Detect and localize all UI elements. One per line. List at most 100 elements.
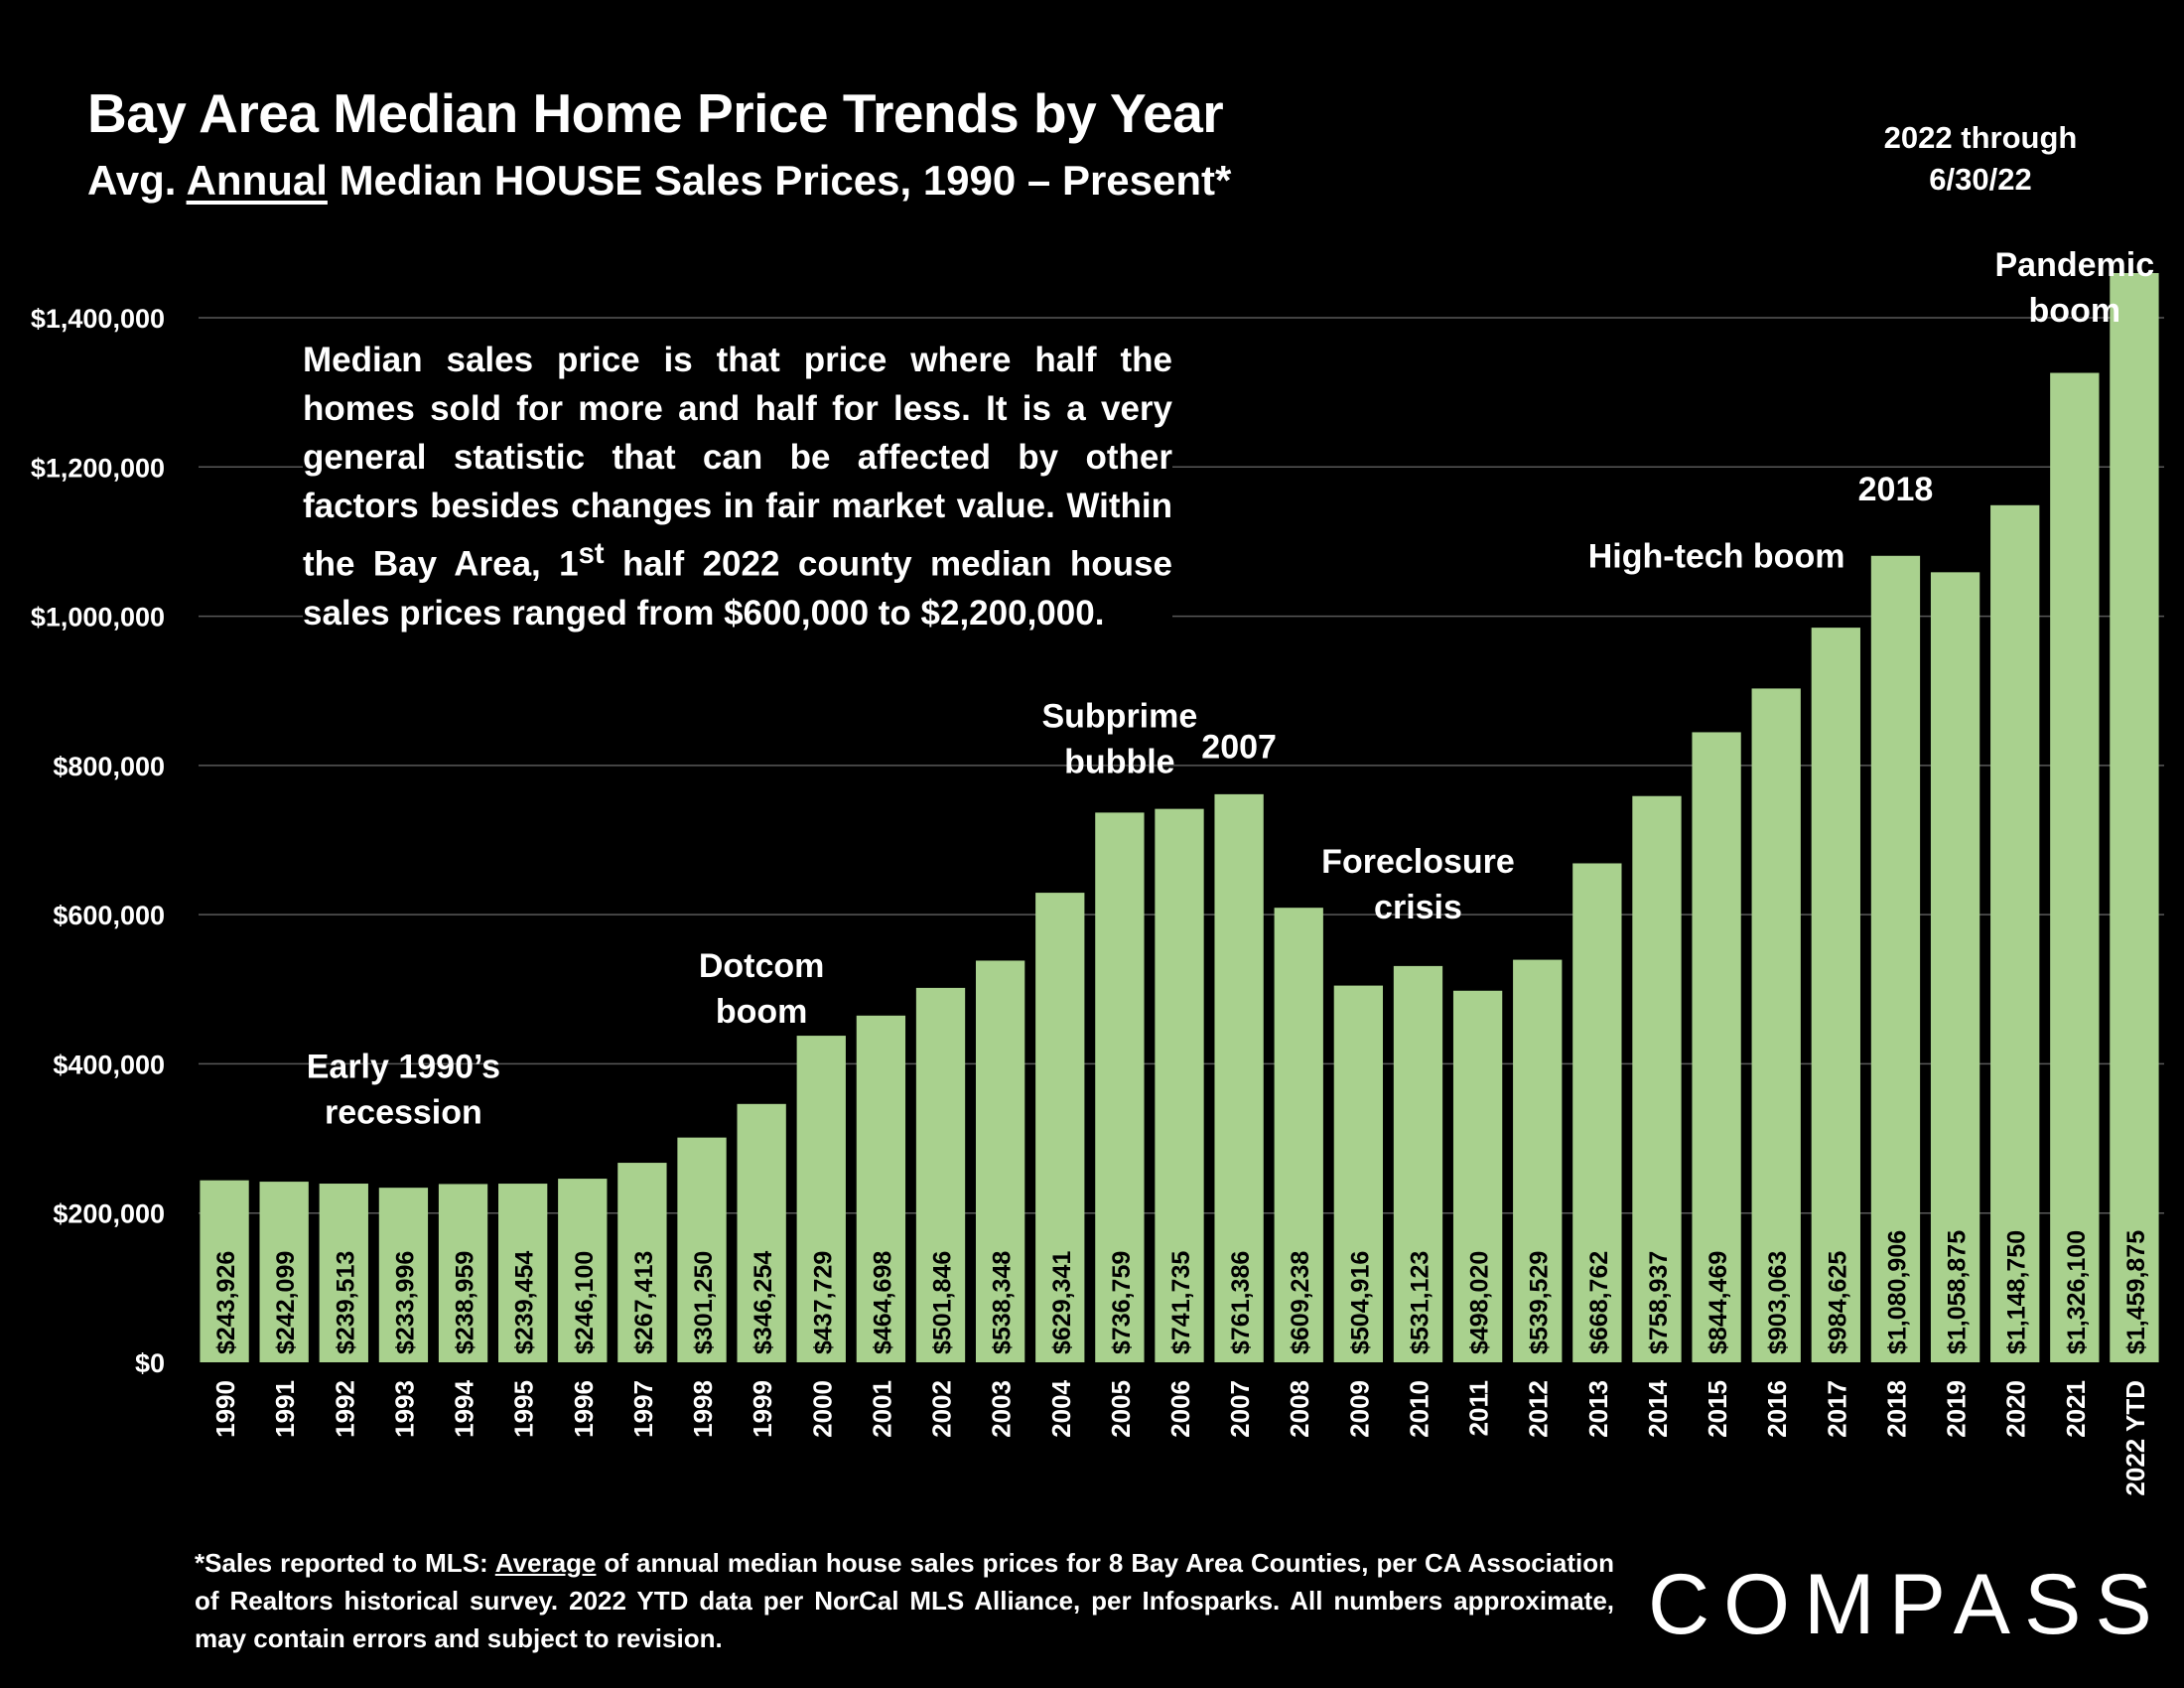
bar — [1632, 795, 1682, 1362]
bar — [2050, 372, 2100, 1362]
y-tick-label: $1,200,000 — [31, 453, 165, 483]
bar-value-label: $464,698 — [869, 1251, 896, 1354]
source-footnote: *Sales reported to MLS: Average of annua… — [195, 1544, 1614, 1657]
annotation-label: 2007 — [1201, 728, 1277, 766]
y-tick-label: $200,000 — [53, 1199, 165, 1229]
median-definition-callout: Median sales price is that price where h… — [303, 332, 1172, 641]
x-tick-label: 2018 — [1881, 1380, 1911, 1438]
bar — [259, 1182, 309, 1362]
x-tick-label: 1999 — [748, 1380, 777, 1438]
bar-value-label: $437,729 — [809, 1251, 837, 1354]
annotation-label: Dotcom — [699, 947, 825, 985]
x-tick-label: 2007 — [1225, 1380, 1255, 1438]
bar — [1274, 908, 1323, 1362]
bar — [796, 1036, 846, 1362]
x-tick-label: 2013 — [1583, 1380, 1613, 1438]
bar-value-label: $239,513 — [332, 1251, 359, 1354]
x-tick-label: 2022 YTD — [2120, 1380, 2150, 1496]
bar-value-label: $243,926 — [212, 1251, 240, 1354]
bar-value-label: $903,063 — [1764, 1251, 1792, 1354]
annotation-label: Foreclosure — [1321, 843, 1515, 881]
bar — [1393, 965, 1443, 1362]
bar — [558, 1179, 608, 1362]
x-tick-label: 2015 — [1703, 1380, 1732, 1438]
y-tick-label: $1,400,000 — [31, 304, 165, 334]
bar — [1990, 504, 2040, 1363]
x-tick-label: 1990 — [210, 1380, 240, 1438]
bar — [2110, 273, 2159, 1363]
bar — [915, 987, 966, 1362]
bar — [1035, 893, 1085, 1362]
bar-value-label: $844,469 — [1705, 1251, 1732, 1354]
bar — [1751, 688, 1801, 1362]
bar — [498, 1184, 548, 1362]
bar — [1572, 863, 1622, 1362]
bar — [617, 1163, 667, 1362]
subtitle-underlined: Annual — [186, 157, 328, 204]
bar — [856, 1015, 906, 1362]
annotation-label: crisis — [1374, 889, 1462, 926]
bar-value-label: $246,100 — [571, 1251, 599, 1354]
y-tick-label: $800,000 — [53, 752, 165, 781]
y-tick-label: $400,000 — [53, 1050, 165, 1079]
bar — [975, 960, 1025, 1362]
annotation-label: bubble — [1064, 743, 1174, 780]
x-tick-label: 2008 — [1285, 1380, 1314, 1438]
bar-value-label: $609,238 — [1287, 1251, 1314, 1354]
footnote-suffix: of annual median house sales prices for … — [195, 1548, 1614, 1653]
subtitle-suffix: Median HOUSE Sales Prices, 1990 – Presen… — [327, 157, 1232, 204]
bar-value-label: $761,386 — [1227, 1251, 1255, 1354]
bar — [1513, 959, 1563, 1362]
bar — [319, 1184, 368, 1362]
bar — [1095, 812, 1145, 1362]
annotation-label: Pandemic — [1995, 246, 2155, 284]
ytd-note-line1: 2022 through — [1883, 120, 2078, 155]
annotation-label: boom — [716, 993, 808, 1031]
bar-value-label: $346,254 — [750, 1251, 777, 1354]
x-tick-label: 2004 — [1046, 1379, 1076, 1437]
x-tick-label: 2014 — [1643, 1379, 1673, 1437]
bar — [737, 1103, 786, 1362]
ytd-note-line2: 6/30/22 — [1929, 162, 2032, 197]
bar-value-label: $1,148,750 — [2003, 1230, 2031, 1354]
footnote-underlined: Average — [494, 1548, 597, 1578]
x-tick-label: 1994 — [450, 1379, 479, 1437]
x-tick-label: 2012 — [1524, 1380, 1554, 1438]
callout-text-sup: st — [578, 538, 605, 570]
x-tick-label: 2019 — [1942, 1380, 1972, 1438]
bar-value-label: $301,250 — [690, 1251, 718, 1354]
bar-value-label: $238,959 — [452, 1251, 479, 1354]
bar — [1870, 555, 1921, 1362]
bar — [1333, 985, 1384, 1362]
x-tick-label: 2011 — [1464, 1380, 1494, 1436]
x-tick-label: 2006 — [1165, 1380, 1195, 1438]
bar — [438, 1184, 488, 1362]
compass-logo: COMPASS — [1648, 1557, 2166, 1652]
x-tick-label: 1993 — [389, 1380, 419, 1438]
x-tick-label: 2021 — [2061, 1380, 2091, 1438]
bar-value-label: $1,459,875 — [2122, 1230, 2150, 1354]
y-tick-label: $0 — [135, 1348, 165, 1378]
x-tick-label: 2016 — [1762, 1380, 1792, 1438]
x-tick-label: 2000 — [807, 1380, 837, 1438]
bar — [677, 1137, 727, 1362]
bar-value-label: $984,625 — [1824, 1251, 1851, 1354]
callout-text-part2: half 2022 county median house sales pric… — [303, 544, 1172, 633]
annotation-label: Subprime — [1041, 697, 1197, 735]
x-tick-label: 1991 — [270, 1380, 300, 1438]
bar — [200, 1180, 249, 1362]
x-tick-label: 2009 — [1344, 1380, 1374, 1438]
bar — [1811, 628, 1860, 1362]
bar-value-label: $1,058,875 — [1944, 1230, 1972, 1354]
bar-value-label: $233,996 — [391, 1251, 419, 1354]
chart-title: Bay Area Median Home Price Trends by Yea… — [87, 82, 1224, 144]
bar-value-label: $538,348 — [989, 1251, 1017, 1354]
ytd-note: 2022 through 6/30/22 — [1846, 117, 2115, 201]
x-tick-label: 1998 — [688, 1380, 718, 1438]
annotation-label: 2018 — [1858, 471, 1934, 508]
footnote-prefix: *Sales reported to MLS: — [195, 1548, 495, 1578]
bar-value-label: $531,123 — [1406, 1251, 1433, 1354]
x-tick-label: 1992 — [330, 1380, 359, 1438]
x-tick-label: 1996 — [569, 1380, 599, 1438]
callout-text-part1: Median sales price is that price where h… — [303, 341, 1172, 584]
